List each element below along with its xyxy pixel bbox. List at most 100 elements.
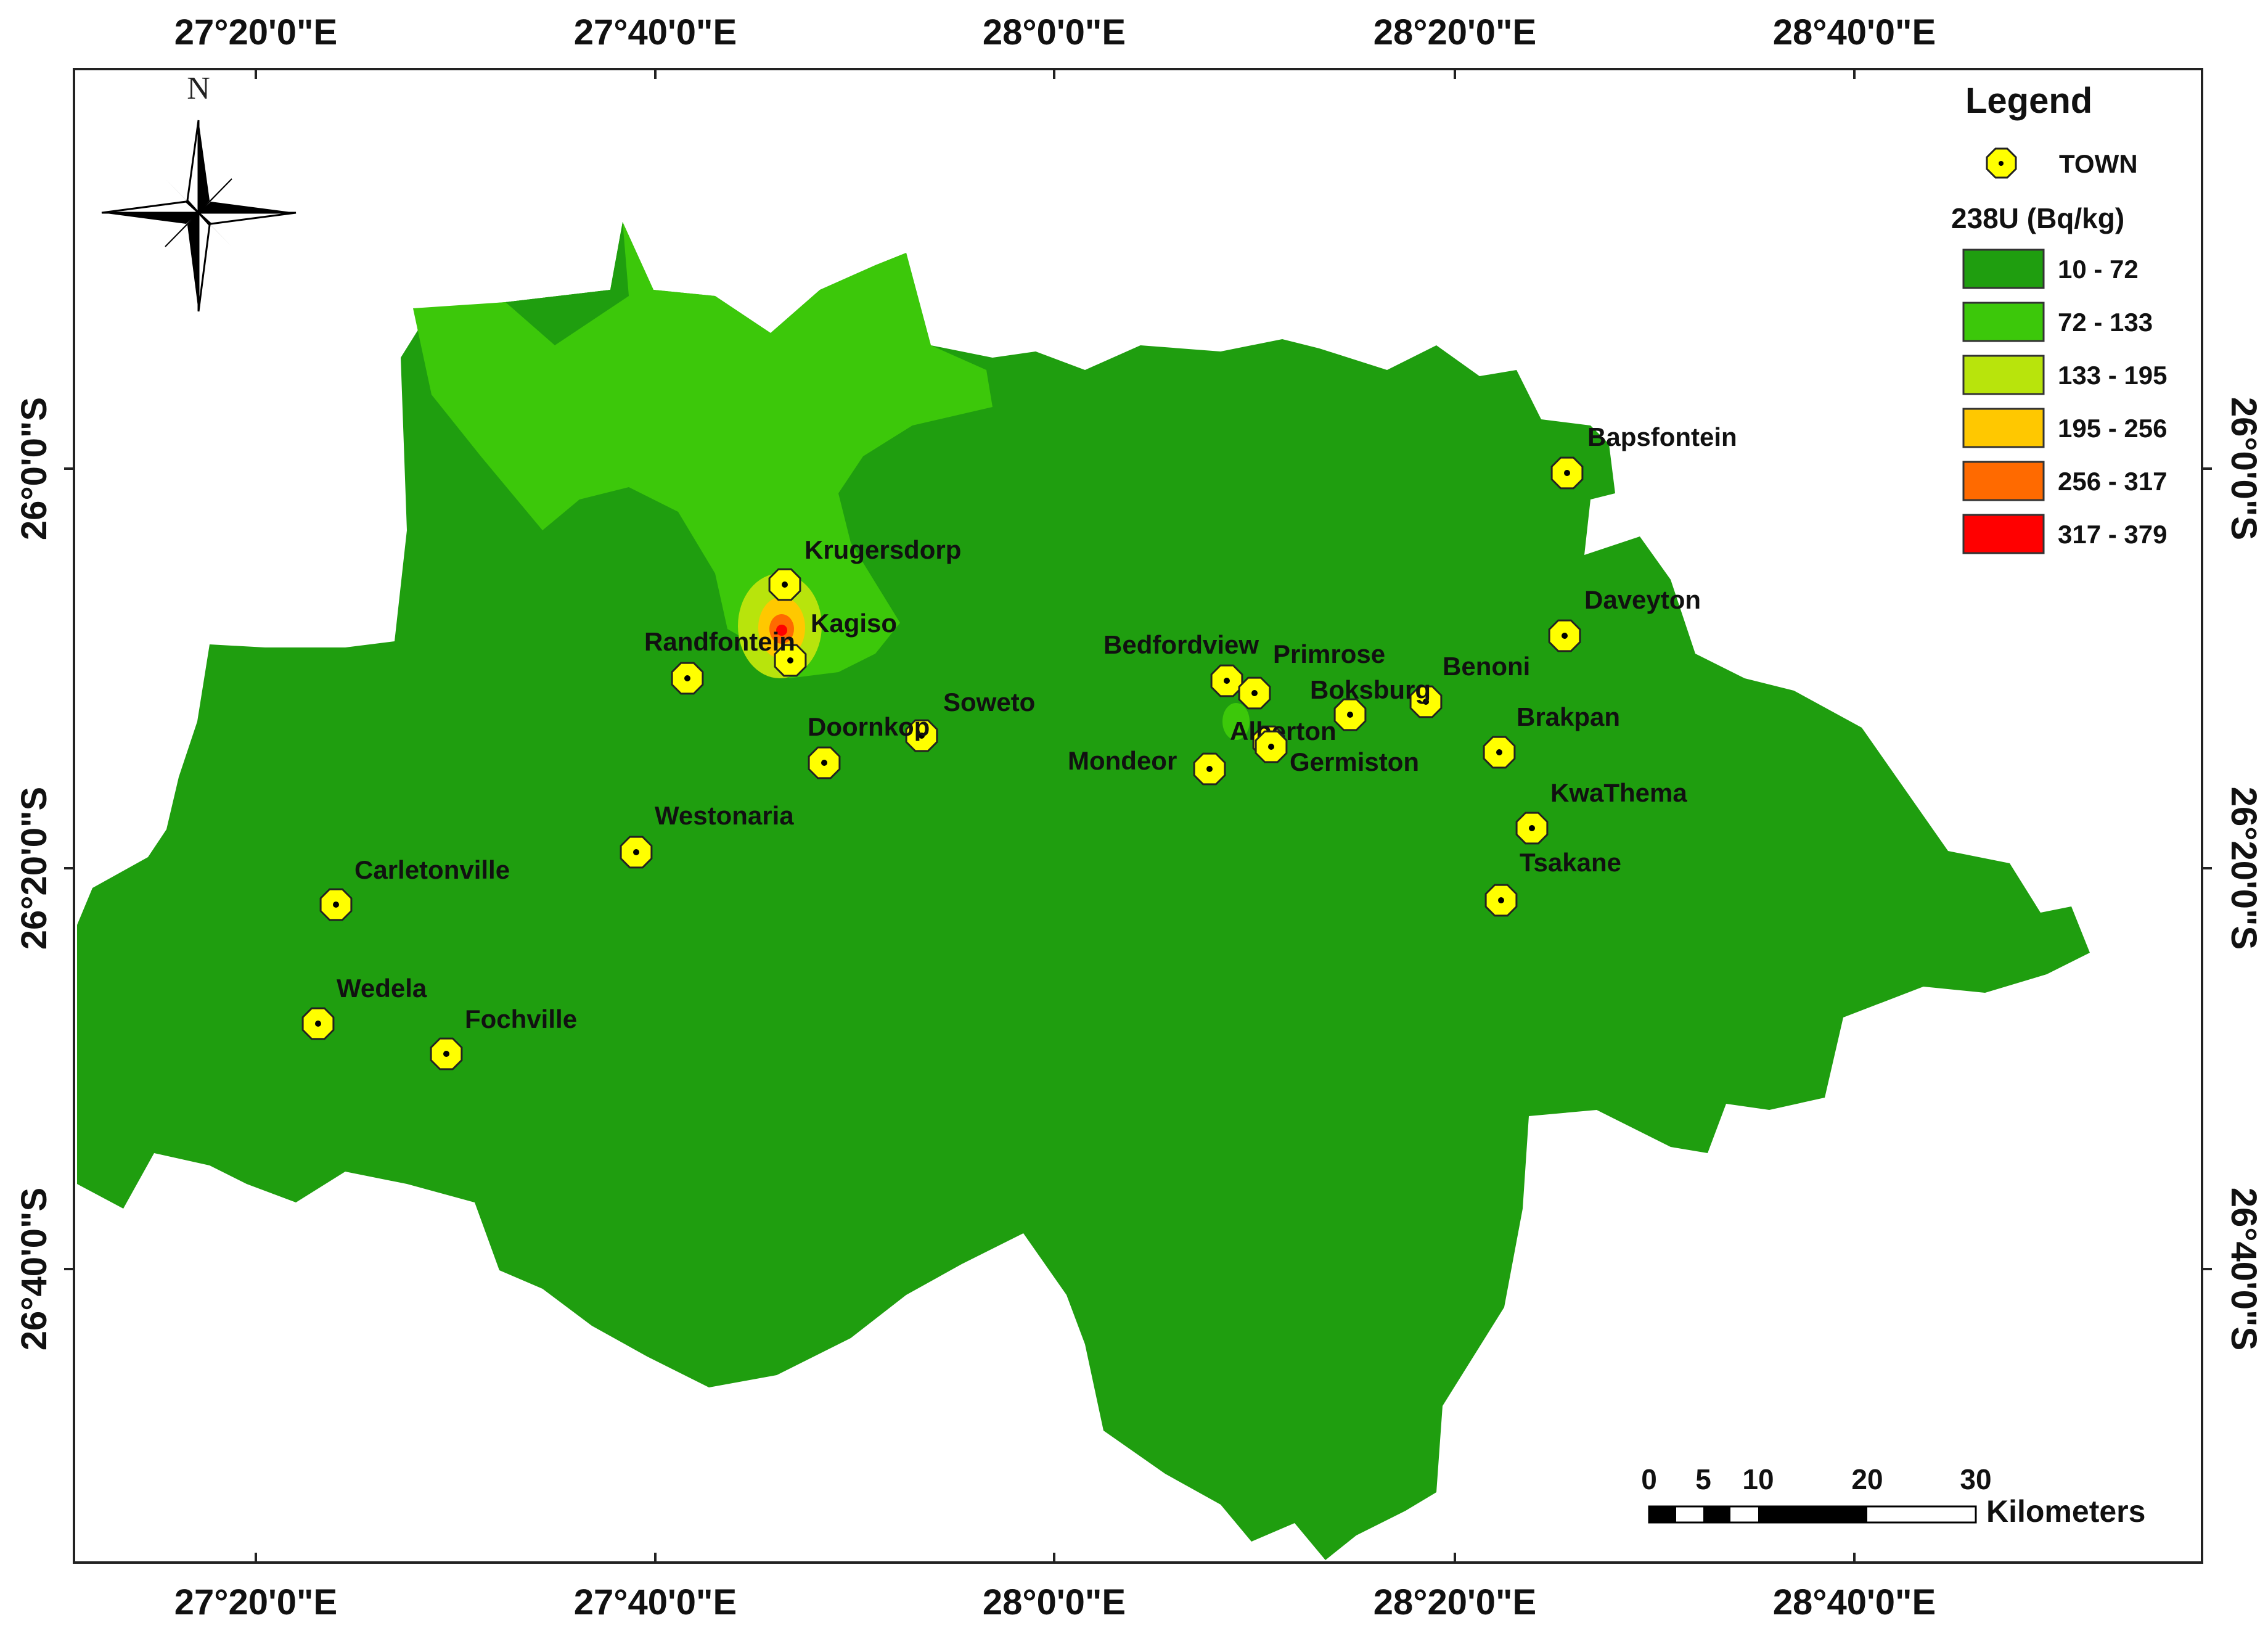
town-marker: Benoni <box>1409 652 1530 718</box>
bottom-tick-label: 28°20'0"E <box>1373 1582 1536 1622</box>
town-label: Westonaria <box>655 801 794 830</box>
town-label: Brakpan <box>1517 702 1620 731</box>
town-marker: Germiston <box>1255 730 1419 776</box>
town-marker: Bedfordview <box>1103 630 1259 697</box>
scale-unit: Kilometers <box>1986 1494 2145 1529</box>
town-center-dot <box>1347 712 1353 718</box>
top-tick-label: 28°40'0"E <box>1773 12 1936 52</box>
town-marker: Mondeor <box>1068 746 1226 786</box>
legend-raster-title: 238U (Bq/kg) <box>1951 202 2124 234</box>
town-label: Wedela <box>337 974 427 1003</box>
town-center-dot <box>1564 470 1570 476</box>
town-center-dot <box>919 733 925 739</box>
legend-swatch <box>1962 408 2045 448</box>
bottom-tick-label: 28°0'0"E <box>983 1582 1126 1622</box>
legend-classes: 10 - 72 72 - 133 133 - 195 195 - 256 256 - 3… <box>1962 249 2167 554</box>
north-label: N <box>187 71 210 106</box>
scale-tick-0: 0 <box>1641 1463 1657 1495</box>
scale-tick-5: 5 <box>1695 1463 1711 1495</box>
zone-72-133-b <box>506 222 629 345</box>
top-tick-label: 28°0'0"E <box>983 12 1126 52</box>
town-label: Krugersdorp <box>804 535 961 564</box>
town-label: Benoni <box>1443 652 1530 681</box>
right-tick-label: 26°20'0"S <box>2224 787 2264 950</box>
town-marker: Fochville <box>430 1004 577 1070</box>
town-center-dot <box>1496 749 1502 755</box>
north-arrow-icon: N <box>101 71 297 312</box>
town-label: Randfontein <box>644 627 795 656</box>
town-center-dot <box>1498 897 1504 903</box>
town-label: Fochville <box>465 1004 577 1033</box>
town-label: KwaThema <box>1550 778 1687 807</box>
town-label: Mondeor <box>1068 746 1177 775</box>
right-tick-label: 26°40'0"S <box>2224 1188 2264 1350</box>
town-marker: Primrose <box>1238 639 1385 710</box>
town-marker: Doornkop <box>808 712 930 779</box>
legend-town-symbol-icon <box>1986 147 2017 179</box>
town-label: Doornkop <box>808 712 930 741</box>
legend-class-label: 195 - 256 <box>2058 414 2167 443</box>
town-label: Boksburg <box>1310 675 1431 704</box>
legend-swatch <box>1962 514 2045 554</box>
town-marker: Brakpan <box>1483 702 1620 769</box>
graticule-ticks <box>64 69 2212 1563</box>
town-center-dot <box>1206 766 1213 772</box>
legend-swatch <box>1962 461 2045 501</box>
bottom-tick-label: 28°40'0"E <box>1773 1582 1936 1622</box>
left-tick-label: 26°40'0"S <box>14 1188 54 1350</box>
town-center-dot <box>1251 690 1258 696</box>
right-tick-label: 26°0'0"S <box>2224 397 2264 540</box>
town-marker: Bapsfontein <box>1550 422 1737 490</box>
legend-class: 256 - 317 <box>1962 461 2167 501</box>
town-center-dot <box>443 1051 449 1057</box>
top-tick-label: 27°20'0"E <box>174 12 337 52</box>
town-marker: Carletonville <box>319 855 510 921</box>
right-tick-labels: 26°0'0"S 26°20'0"S 26°40'0"S <box>2224 397 2264 1350</box>
legend-title: Legend <box>1965 81 2092 121</box>
legend-class: 133 - 195 <box>1962 355 2167 395</box>
legend-swatch <box>1962 249 2045 289</box>
town-marker: Tsakane <box>1484 848 1621 917</box>
scale-tick-30: 30 <box>1960 1463 1991 1495</box>
top-tick-label: 28°20'0"E <box>1373 12 1536 52</box>
legend-class: 317 - 379 <box>1962 514 2167 554</box>
top-tick-label: 27°40'0"E <box>574 12 737 52</box>
town-center-dot <box>333 902 339 908</box>
town-marker: Daveyton <box>1548 585 1701 652</box>
scale-tick-10: 10 <box>1742 1463 1774 1495</box>
town-label: Tsakane <box>1520 848 1621 877</box>
bottom-tick-label: 27°20'0"E <box>174 1582 337 1622</box>
legend-swatch <box>1962 302 2045 342</box>
scale-tick-20: 20 <box>1851 1463 1883 1495</box>
town-label: Kagiso <box>811 609 897 638</box>
legend-class: 195 - 256 <box>1962 408 2167 448</box>
left-tick-label: 26°20'0"S <box>14 787 54 950</box>
town-center-dot <box>684 675 690 681</box>
study-area-base <box>77 222 2090 1560</box>
town-center-dot <box>315 1021 321 1027</box>
left-tick-labels: 26°0'0"S 26°20'0"S 26°40'0"S <box>14 397 54 1350</box>
town-center-dot <box>1529 825 1535 831</box>
top-tick-labels: 27°20'0"E 27°40'0"E 28°0'0"E 28°20'0"E 2… <box>174 12 1936 52</box>
town-marker: Krugersdorp <box>768 535 961 601</box>
town-marker: Boksburg <box>1310 675 1431 731</box>
town-center-dot <box>1268 744 1274 750</box>
town-label: Carletonville <box>354 855 510 884</box>
legend-class-label: 10 - 72 <box>2058 255 2139 284</box>
legend-town-label: TOWN <box>2059 149 2138 178</box>
town-center-dot <box>633 849 639 855</box>
bottom-tick-labels: 27°20'0"E 27°40'0"E 28°0'0"E 28°20'0"E 2… <box>174 1582 1936 1622</box>
study-area <box>77 222 2090 1560</box>
town-center-dot <box>782 581 788 588</box>
legend: Legend TOWN 238U (Bq/kg) 10 - 72 72 - 133… <box>1951 81 2167 554</box>
town-label: Daveyton <box>1584 585 1701 614</box>
town-marker: Randfontein <box>644 627 795 695</box>
town-center-dot <box>821 760 827 766</box>
town-center-dot <box>1562 633 1568 639</box>
town-marker: Soweto <box>905 688 1035 752</box>
town-marker: KwaThema <box>1515 778 1687 845</box>
legend-swatch <box>1962 355 2045 395</box>
town-center-dot <box>787 657 793 663</box>
town-center-dot <box>1423 699 1429 705</box>
